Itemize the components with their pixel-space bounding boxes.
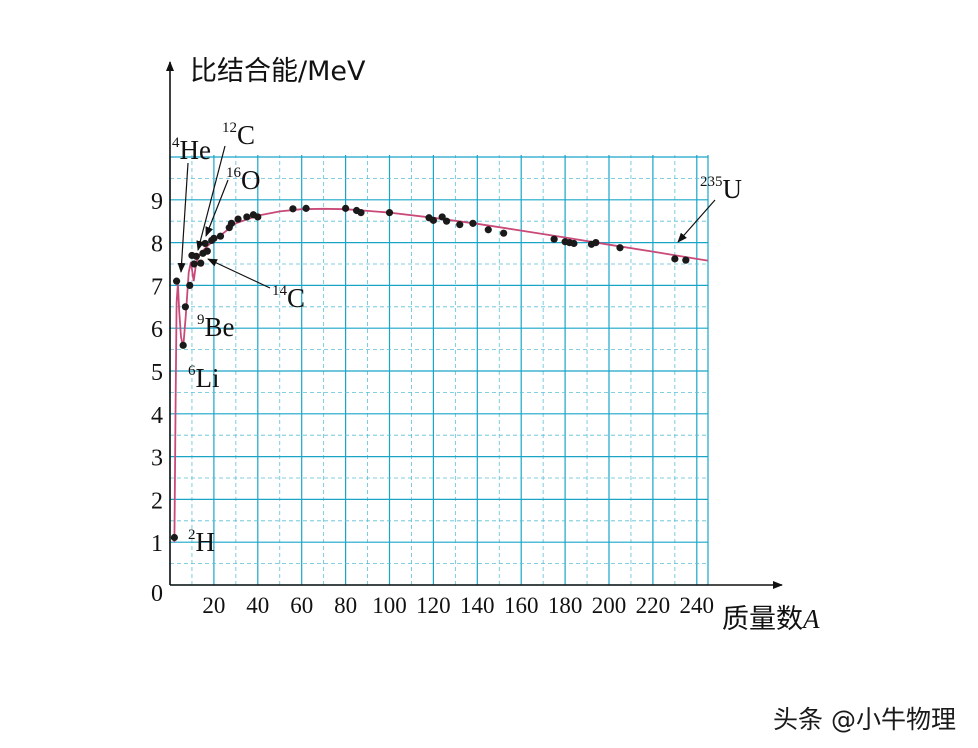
x-tick-label: 240 xyxy=(680,593,715,618)
annotation-element: C xyxy=(287,283,305,313)
annotation-mass-number: 235 xyxy=(700,174,723,190)
data-point xyxy=(234,215,242,223)
annotation-mass-number: 6 xyxy=(188,363,196,379)
annotation-mass-number: 12 xyxy=(222,120,237,136)
annotation-element: H xyxy=(196,527,216,557)
annotation-mass-number: 9 xyxy=(197,312,205,328)
annotation-element: U xyxy=(723,174,743,204)
annotation-mass-number: 14 xyxy=(272,283,288,299)
y-tick-label: 5 xyxy=(151,360,163,386)
x-tick-label: 200 xyxy=(592,593,627,618)
annotation-element: C xyxy=(237,120,255,150)
data-point xyxy=(682,256,690,264)
data-point xyxy=(210,234,218,242)
annotation-element: Be xyxy=(205,312,235,342)
data-point xyxy=(469,219,477,227)
data-point xyxy=(570,239,578,248)
data-point xyxy=(186,281,194,289)
annotation-label: 16O xyxy=(226,165,261,195)
annotation-label: 235U xyxy=(700,174,742,204)
y-tick-label: 2 xyxy=(151,488,163,514)
y-tick-label: 0 xyxy=(151,581,163,607)
y-tick-label: 8 xyxy=(151,232,163,258)
x-tick-label: 40 xyxy=(246,593,269,618)
y-tick-label: 7 xyxy=(151,274,163,300)
data-point xyxy=(179,341,187,349)
x-tick-label: 60 xyxy=(290,593,313,618)
x-tick-label: 140 xyxy=(460,593,495,618)
x-axis-title-var: A xyxy=(801,604,820,634)
data-point xyxy=(172,277,181,285)
y-tick-label: 9 xyxy=(151,189,163,215)
annotation-arrow xyxy=(677,199,716,243)
data-point xyxy=(385,209,394,217)
y-tick-label: 1 xyxy=(151,531,163,557)
annotation-mass-number: 4 xyxy=(172,135,180,151)
annotation-label: 4He xyxy=(172,135,211,165)
data-point xyxy=(190,260,198,268)
annotation-arrow xyxy=(177,162,189,273)
data-point xyxy=(357,209,365,217)
data-point xyxy=(550,235,558,243)
data-point xyxy=(500,229,508,237)
curve xyxy=(173,207,708,543)
annotation-element: He xyxy=(180,135,211,165)
x-tick-label: 20 xyxy=(202,593,225,618)
data-point xyxy=(192,252,200,260)
data-point xyxy=(302,204,310,212)
x-tick-label: 220 xyxy=(636,593,671,618)
annotation-arrow xyxy=(205,179,229,237)
annotation-mass-number: 16 xyxy=(226,165,242,181)
x-tick-label: 100 xyxy=(372,593,407,618)
annotation-label: 6Li xyxy=(188,363,220,393)
y-tick-label: 4 xyxy=(151,403,163,429)
data-point xyxy=(243,213,251,221)
annotation-element: Li xyxy=(196,363,220,393)
annotation-arrow xyxy=(196,145,226,251)
data-point xyxy=(442,217,451,225)
data-point xyxy=(616,244,624,252)
x-tick-label: 160 xyxy=(504,593,539,618)
data-point xyxy=(181,303,189,311)
x-axis-title-main: 质量数 xyxy=(722,604,803,635)
annotation-arrow xyxy=(207,258,271,289)
y-tick-label: 3 xyxy=(151,446,163,472)
data-point xyxy=(216,232,225,240)
data-points xyxy=(170,204,690,542)
data-point xyxy=(429,216,437,224)
annotation-label: 2H xyxy=(188,527,215,557)
tick-labels: 0 1 2 3 4 5 6 7 8 9 20 40 60 80 100 120 140 160 180 200 220 2… xyxy=(151,189,714,618)
data-point xyxy=(484,226,492,234)
annotation-mass-number: 2 xyxy=(188,527,196,543)
data-point xyxy=(201,239,209,248)
y-axis-title: 比结合能/MeV xyxy=(190,56,366,87)
data-point xyxy=(254,213,262,221)
data-point xyxy=(203,247,211,255)
data-point xyxy=(592,239,600,247)
data-point xyxy=(456,221,464,229)
annotation-label: 14C xyxy=(272,283,305,313)
binding-energy-curve xyxy=(173,207,708,543)
data-point xyxy=(197,259,205,267)
watermark: 头条 @小牛物理 xyxy=(773,705,956,734)
data-point xyxy=(342,204,350,212)
grid xyxy=(169,155,709,586)
x-tick-label: 80 xyxy=(334,593,357,618)
x-tick-label: 120 xyxy=(416,593,451,618)
axes xyxy=(166,61,783,589)
annotation-element: O xyxy=(241,165,261,195)
annotation-label: 12C xyxy=(222,120,255,150)
x-axis-title: 质量数A xyxy=(722,604,820,635)
data-point xyxy=(289,205,297,213)
y-tick-label: 6 xyxy=(151,317,163,343)
data-point xyxy=(227,219,236,227)
data-point xyxy=(671,255,679,263)
data-point xyxy=(170,533,178,542)
x-tick-label: 180 xyxy=(548,593,583,618)
annotation-label: 9Be xyxy=(197,312,235,342)
